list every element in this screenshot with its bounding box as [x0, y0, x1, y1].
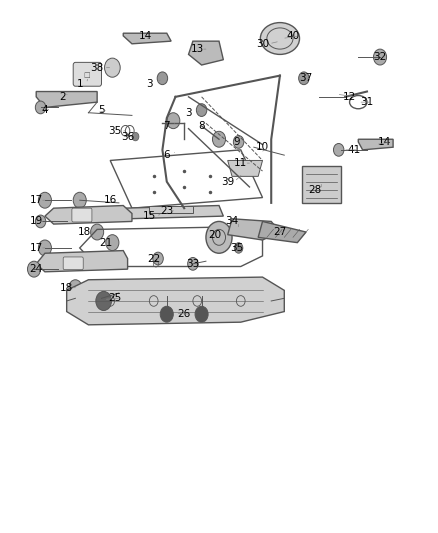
Circle shape — [105, 58, 120, 77]
Text: 39: 39 — [221, 176, 234, 187]
Text: 41: 41 — [347, 145, 360, 155]
Circle shape — [28, 261, 41, 277]
Text: 27: 27 — [273, 227, 286, 237]
Text: 31: 31 — [360, 97, 374, 107]
Text: 9: 9 — [233, 137, 240, 147]
Polygon shape — [228, 160, 262, 176]
Polygon shape — [123, 206, 223, 219]
Circle shape — [160, 306, 173, 322]
Text: 12: 12 — [343, 92, 356, 102]
FancyBboxPatch shape — [72, 208, 92, 222]
Circle shape — [39, 192, 51, 208]
Text: 7: 7 — [163, 121, 170, 131]
Ellipse shape — [260, 22, 300, 54]
Text: 35: 35 — [108, 126, 121, 136]
Text: 2: 2 — [59, 92, 66, 102]
Text: 17: 17 — [30, 195, 43, 205]
Circle shape — [153, 252, 163, 265]
Polygon shape — [36, 92, 97, 108]
Text: 10: 10 — [256, 142, 269, 152]
Text: 23: 23 — [160, 206, 173, 216]
Circle shape — [157, 72, 168, 85]
Text: 38: 38 — [91, 63, 104, 72]
Polygon shape — [149, 206, 193, 214]
Text: 15: 15 — [143, 211, 156, 221]
Circle shape — [91, 224, 104, 240]
Circle shape — [374, 49, 387, 65]
Text: 24: 24 — [30, 264, 43, 274]
Text: 19: 19 — [30, 216, 43, 227]
Circle shape — [333, 143, 344, 156]
Text: 37: 37 — [300, 73, 313, 83]
Polygon shape — [302, 166, 341, 203]
Text: 13: 13 — [191, 44, 204, 54]
Circle shape — [106, 235, 119, 251]
FancyBboxPatch shape — [73, 62, 102, 86]
Text: 28: 28 — [308, 184, 321, 195]
Circle shape — [234, 243, 243, 253]
Polygon shape — [228, 219, 280, 240]
FancyBboxPatch shape — [63, 257, 83, 270]
Text: 4: 4 — [42, 105, 48, 115]
Text: 17: 17 — [30, 243, 43, 253]
Circle shape — [39, 240, 51, 256]
Polygon shape — [36, 251, 127, 272]
Text: 22: 22 — [147, 254, 160, 263]
Circle shape — [196, 104, 207, 116]
Text: 3: 3 — [146, 78, 153, 88]
Text: 20: 20 — [208, 230, 221, 240]
Text: 14: 14 — [378, 137, 391, 147]
Polygon shape — [45, 206, 132, 224]
Text: 14: 14 — [138, 31, 152, 41]
Text: 21: 21 — [99, 238, 113, 248]
Circle shape — [187, 257, 198, 270]
Text: 32: 32 — [374, 52, 387, 62]
Text: 25: 25 — [108, 293, 121, 303]
Text: 18: 18 — [60, 282, 73, 293]
Text: 16: 16 — [103, 195, 117, 205]
Polygon shape — [188, 41, 223, 65]
Circle shape — [69, 280, 82, 296]
Text: 36: 36 — [121, 132, 134, 142]
Text: 5: 5 — [98, 105, 105, 115]
Circle shape — [167, 113, 180, 128]
Circle shape — [132, 132, 139, 141]
Text: 18: 18 — [78, 227, 91, 237]
Text: 1: 1 — [76, 78, 83, 88]
Text: 35: 35 — [230, 243, 243, 253]
Text: □: □ — [84, 71, 90, 78]
Text: 6: 6 — [163, 150, 170, 160]
Circle shape — [35, 101, 46, 114]
Circle shape — [73, 192, 86, 208]
Circle shape — [233, 135, 244, 148]
Text: 40: 40 — [286, 31, 300, 41]
Polygon shape — [123, 33, 171, 44]
Circle shape — [35, 215, 46, 228]
Circle shape — [195, 306, 208, 322]
Text: 33: 33 — [186, 259, 200, 269]
Text: 8: 8 — [198, 121, 205, 131]
Text: 30: 30 — [256, 39, 269, 49]
Text: 26: 26 — [177, 309, 191, 319]
Polygon shape — [358, 139, 393, 150]
Text: 34: 34 — [226, 216, 239, 227]
Polygon shape — [67, 277, 284, 325]
Circle shape — [206, 221, 232, 253]
Circle shape — [96, 292, 112, 311]
Text: 11: 11 — [234, 158, 247, 168]
Circle shape — [299, 72, 309, 85]
Circle shape — [212, 131, 226, 147]
Polygon shape — [258, 221, 306, 243]
Text: 3: 3 — [185, 108, 192, 118]
